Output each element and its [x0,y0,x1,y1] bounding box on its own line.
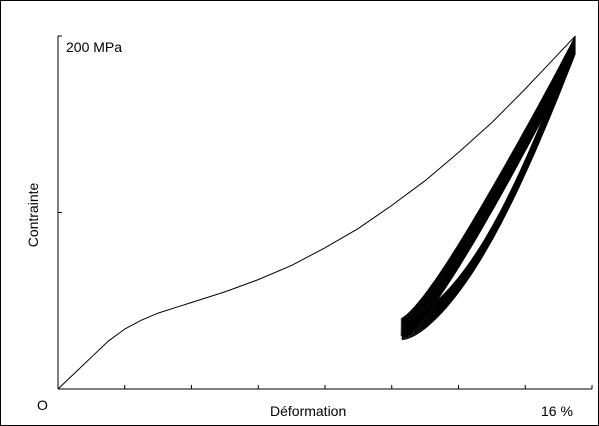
loading-curve [57,35,576,390]
x-axis-label: Déformation [270,403,346,419]
y-axis-label: Contrainte [25,182,41,247]
hysteresis-loop [401,53,576,341]
curves [57,35,576,390]
hysteresis-loop [400,38,576,322]
hysteresis-loop [400,49,576,336]
origin-label: O [37,397,48,413]
x-max-label: 16 % [541,403,573,419]
axes [57,35,593,390]
y-max-label: 200 MPa [66,39,122,55]
hysteresis-loop [400,44,576,330]
